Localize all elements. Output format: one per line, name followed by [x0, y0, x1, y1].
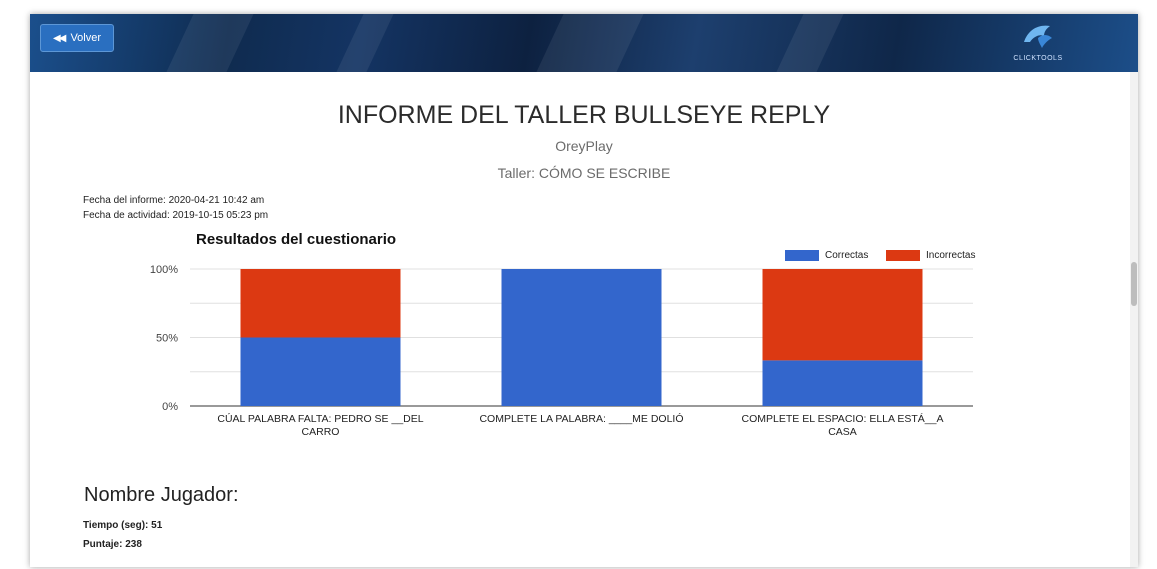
score-stat: Puntaje: 238 [83, 539, 142, 550]
back-button[interactable]: ◀◀ Volver [40, 24, 114, 52]
legend-swatch-correctas [785, 250, 819, 261]
legend-label-incorrectas: Incorrectas [926, 250, 976, 261]
report-window: ◀◀ Volver CLICKTOOLS INFORME DEL TALLER … [30, 14, 1138, 567]
double-chevron-left-icon: ◀◀ [52, 33, 66, 44]
results-chart: 0% 50% 100% CÚAL PALABRA FALTA: PEDRO SE __… [150, 264, 973, 438]
clicktools-logo: CLICKTOOLS [1008, 20, 1068, 66]
workshop-name: Taller: CÓMO SE ESCRIBE [497, 165, 671, 181]
player-heading: Nombre Jugador: [84, 484, 239, 506]
x-tick-label: CARRO [302, 426, 340, 438]
y-tick-label: 100% [150, 264, 178, 276]
page-title: INFORME DEL TALLER BULLSEYE REPLY [337, 101, 831, 129]
bird-icon [1024, 25, 1052, 48]
bar-incorrectas [240, 269, 401, 338]
y-tick-label: 50% [156, 333, 178, 345]
back-button-label: Volver [70, 32, 102, 44]
activity-date: Fecha de actividad: 2019-10-15 05:23 pm [83, 210, 269, 221]
bar-correctas [240, 337, 401, 406]
legend-correctas: Correctas [785, 250, 868, 261]
report-date: Fecha del informe: 2020-04-21 10:42 am [83, 195, 265, 206]
y-tick-label: 0% [162, 401, 178, 413]
bar-correctas [762, 360, 923, 406]
scrollbar-thumb[interactable] [1131, 262, 1137, 306]
header-banner: ◀◀ Volver CLICKTOOLS [30, 14, 1138, 72]
bar-correctas [501, 269, 662, 406]
x-tick-label: COMPLETE LA PALABRA: ____ME DOLIÓ [479, 412, 683, 425]
x-tick-label: CÚAL PALABRA FALTA: PEDRO SE __DEL [217, 412, 423, 425]
organization-name: OreyPlay [555, 138, 613, 154]
x-tick-label: COMPLETE EL ESPACIO: ELLA ESTÁ__A [742, 412, 944, 425]
time-stat: Tiempo (seg): 51 [83, 520, 163, 531]
legend-incorrectas: Incorrectas [886, 250, 975, 261]
legend-swatch-incorrectas [886, 250, 920, 261]
scrollbar[interactable] [1130, 72, 1138, 567]
legend-label-correctas: Correctas [825, 250, 869, 261]
x-tick-label: CASA [828, 426, 857, 438]
chart-title: Resultados del cuestionario [196, 231, 397, 248]
bar-incorrectas [762, 269, 923, 361]
logo-text: CLICKTOOLS [1013, 55, 1063, 62]
